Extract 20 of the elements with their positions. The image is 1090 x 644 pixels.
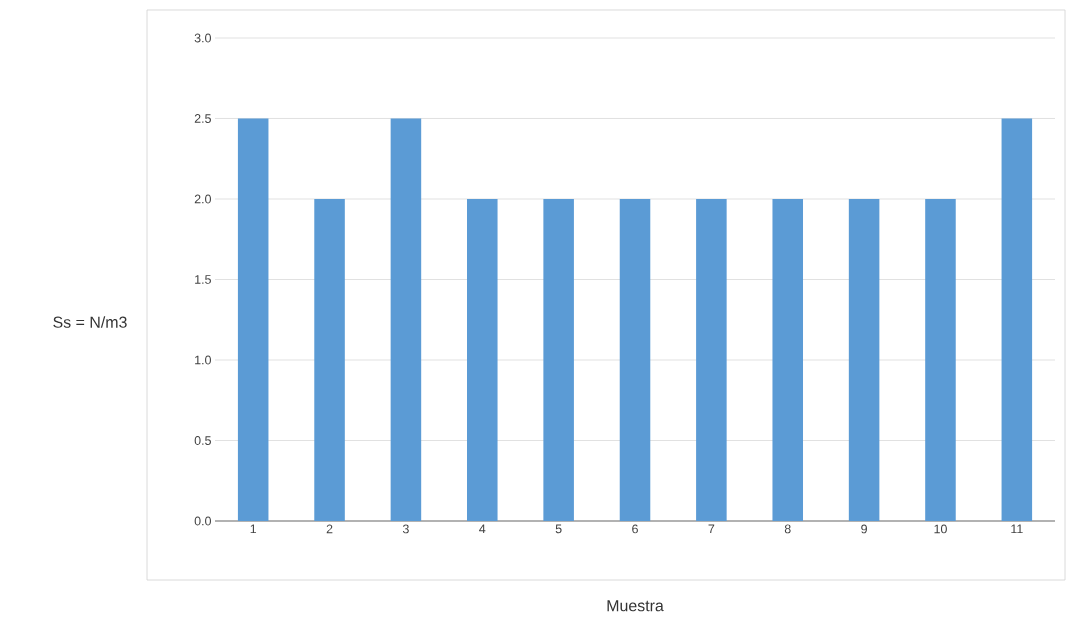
y-axis-title: Ss = N/m3 [53,316,127,328]
x-axis-title: Muestra [607,600,664,612]
x-tick-label: 6 [632,524,638,534]
x-tick-label: 8 [784,524,791,534]
x-tick-label: 5 [555,524,562,534]
x-tick-label: 10 [934,524,947,534]
x-tick-label: 7 [708,524,715,534]
y-tick-label: 1.5 [195,275,211,284]
y-tick-label: 2.5 [194,114,211,123]
x-tick-label: 2 [326,524,333,534]
y-tick-label: 0.0 [194,516,211,526]
x-tick-label: 9 [861,524,867,534]
y-tick-label: 2.0 [194,194,211,204]
y-tick-label: 3.0 [194,33,211,43]
x-tick-label: 3 [402,524,409,534]
y-tick-label: 0.5 [194,436,211,445]
x-tick-label: 1 [250,524,257,534]
x-tick-label: 11 [1011,524,1023,534]
x-tick-label: 4 [479,524,486,534]
y-tick-label: 1.0 [195,355,211,365]
